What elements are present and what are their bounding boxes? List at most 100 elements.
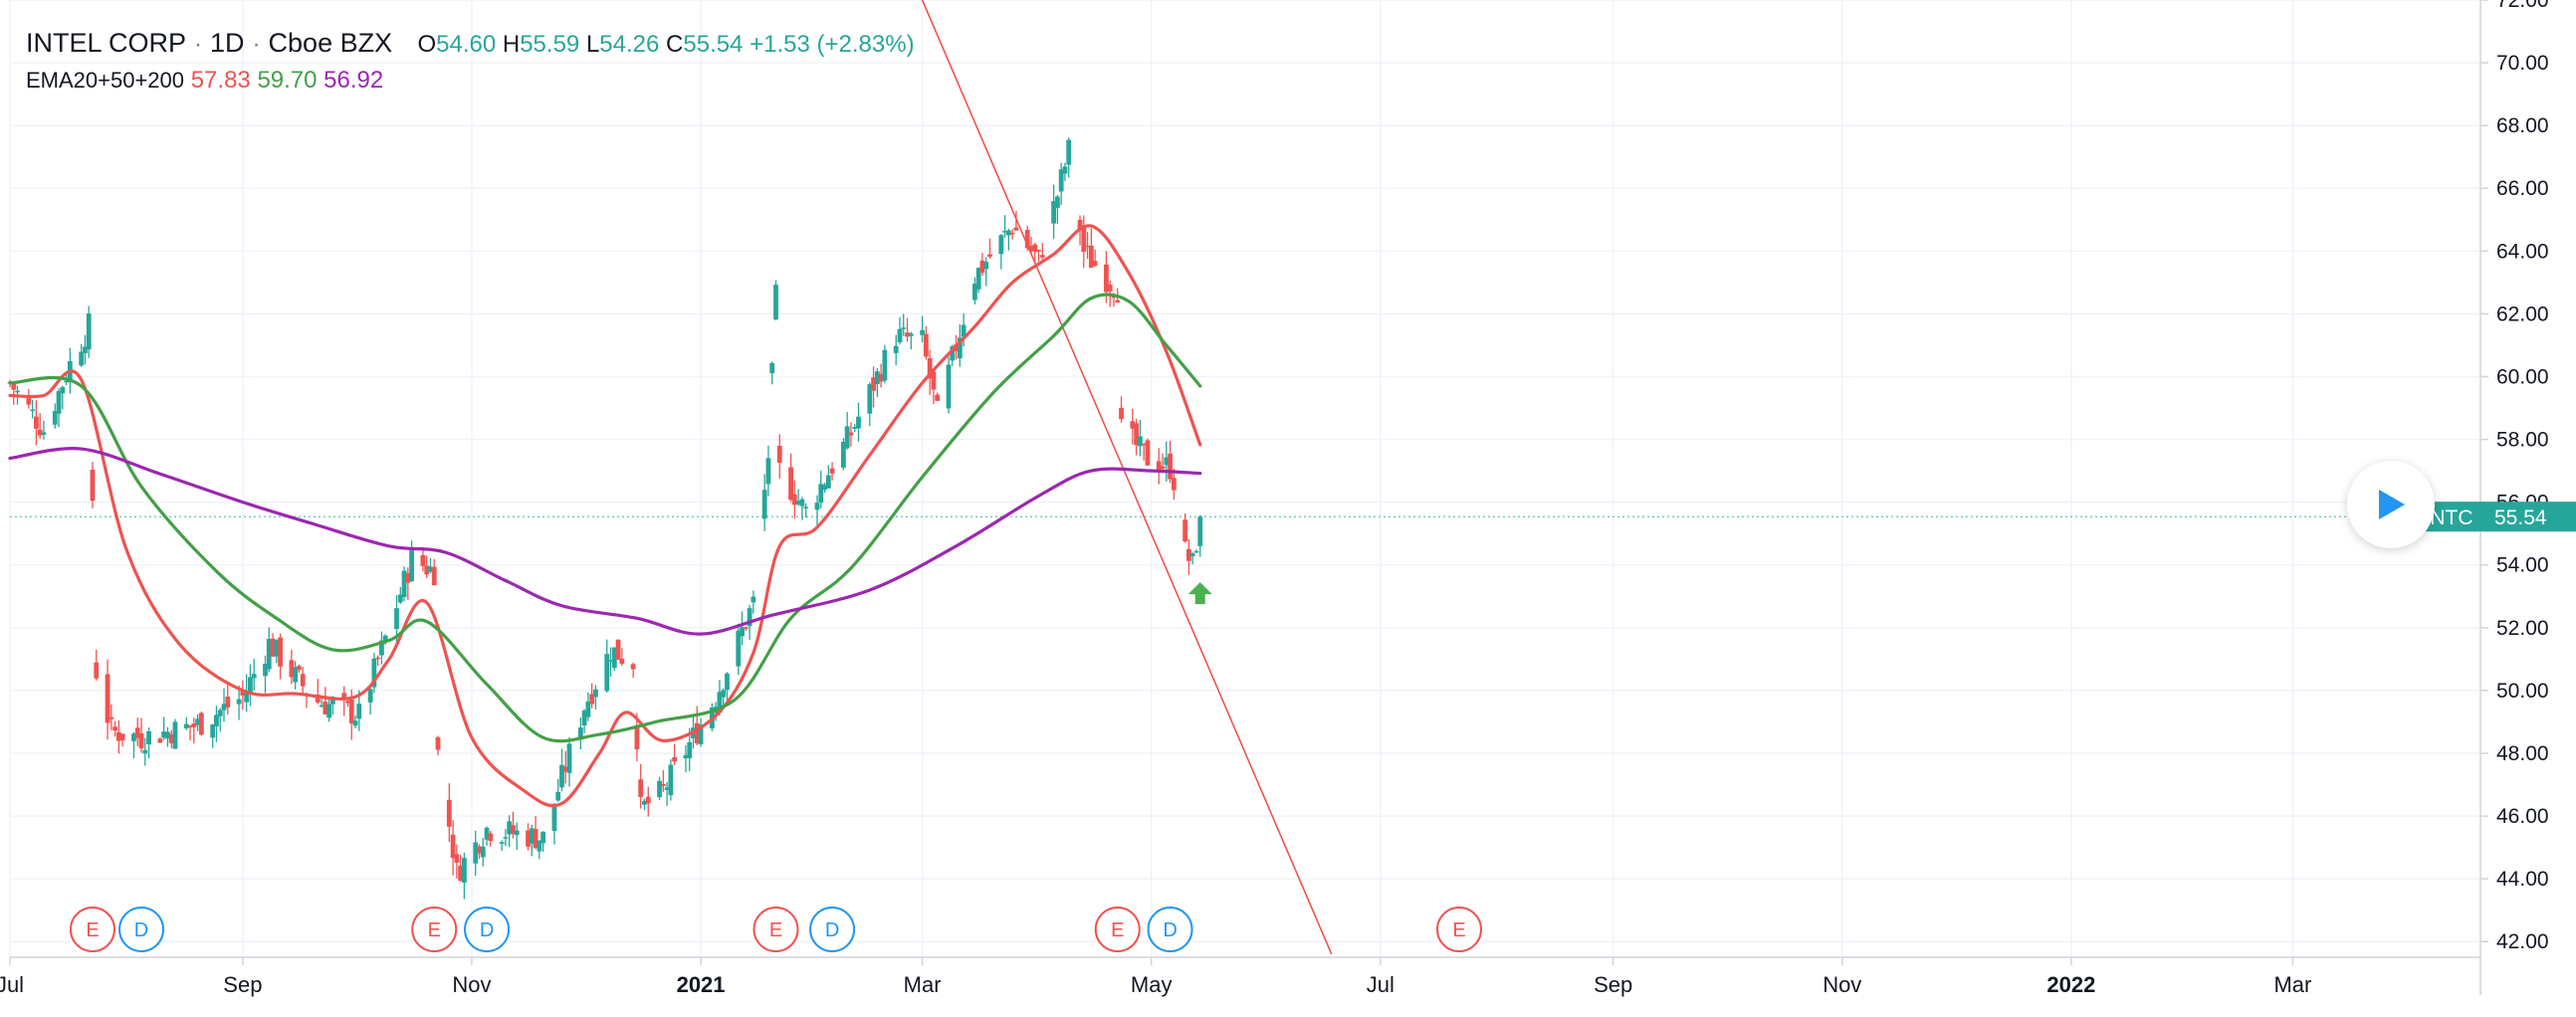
candle-body xyxy=(638,779,644,798)
candle-body xyxy=(450,834,456,859)
candle xyxy=(566,736,572,787)
candle-body xyxy=(975,268,981,290)
candle xyxy=(138,717,144,753)
candle-body xyxy=(1141,443,1147,446)
candle xyxy=(957,324,963,367)
candle xyxy=(172,718,178,749)
candle xyxy=(577,717,583,749)
candle-body xyxy=(168,733,174,743)
candle-body xyxy=(882,349,888,381)
dividend-event[interactable]: D xyxy=(464,907,511,952)
candle-body xyxy=(979,260,985,273)
ema50-value: 59.70 xyxy=(257,67,318,94)
candle xyxy=(878,363,884,388)
close-value: 55.54 xyxy=(683,31,744,58)
candle xyxy=(157,736,163,743)
ema-layer xyxy=(8,224,1202,808)
candle-body xyxy=(1062,166,1068,174)
candle xyxy=(814,495,820,525)
event-label: E xyxy=(1452,919,1465,941)
candle xyxy=(761,474,767,531)
candle xyxy=(923,325,929,360)
candle-body xyxy=(615,639,621,660)
open-value: 54.60 xyxy=(436,31,497,58)
candle-body xyxy=(41,432,47,435)
candle-body xyxy=(725,673,730,691)
candle xyxy=(593,685,598,710)
candle-body xyxy=(848,432,854,436)
candle-body xyxy=(138,733,144,748)
ema200-line xyxy=(8,447,1202,636)
dividend-event[interactable]: D xyxy=(118,907,165,952)
candle-body xyxy=(776,445,782,464)
ema200-value: 56.92 xyxy=(323,67,384,94)
candle xyxy=(420,546,426,572)
candle-body xyxy=(329,700,335,705)
candle xyxy=(882,344,888,384)
candle xyxy=(266,627,272,673)
candle xyxy=(848,422,854,447)
symbol-name[interactable]: INTEL CORP xyxy=(26,28,187,58)
interval-label[interactable]: 1D xyxy=(210,28,245,58)
x-tick-label: Jul xyxy=(0,972,24,997)
candle-body xyxy=(134,727,140,738)
candle-body xyxy=(94,662,100,679)
candle-body xyxy=(210,724,216,738)
candle xyxy=(1186,538,1191,575)
earnings-event[interactable]: E xyxy=(1436,907,1483,952)
candle-body xyxy=(645,796,651,804)
candle xyxy=(935,392,941,402)
candle xyxy=(1054,194,1060,224)
candle xyxy=(1171,468,1177,501)
candle xyxy=(664,781,670,806)
candle xyxy=(428,557,433,574)
candle xyxy=(773,280,778,321)
play-replay-button[interactable] xyxy=(2347,461,2435,548)
candle-body xyxy=(488,833,494,842)
candle xyxy=(507,815,513,848)
candle-body xyxy=(319,705,324,708)
candle-body xyxy=(533,829,538,849)
ema50-line xyxy=(8,293,1202,743)
candle-body xyxy=(961,324,966,337)
candle-body xyxy=(743,627,749,629)
candle xyxy=(352,714,358,728)
candle-body xyxy=(668,764,674,796)
candle xyxy=(615,639,621,661)
candle-body xyxy=(198,712,204,735)
candle xyxy=(1088,228,1094,269)
candle-body xyxy=(736,630,742,667)
candle xyxy=(356,690,362,731)
candle xyxy=(511,811,516,839)
earnings-event[interactable]: E xyxy=(752,907,799,952)
candle xyxy=(458,855,464,883)
change-value: +1.53 (+2.83%) xyxy=(750,31,915,58)
candle-body xyxy=(1189,553,1195,556)
candle xyxy=(134,717,140,746)
candles-layer xyxy=(7,137,1203,900)
candle xyxy=(751,590,756,614)
earnings-event[interactable]: E xyxy=(1094,907,1141,952)
event-label: E xyxy=(769,919,782,941)
candle-body xyxy=(477,846,482,854)
candle-body xyxy=(672,756,678,762)
candle-body xyxy=(526,830,531,847)
dividend-event[interactable]: D xyxy=(809,907,856,952)
candle xyxy=(297,664,302,674)
candle xyxy=(822,483,827,494)
earnings-event[interactable]: E xyxy=(411,907,458,952)
earnings-event[interactable]: E xyxy=(69,907,115,952)
ema-legend-row[interactable]: EMA20+50+200 57.83 59.70 56.92 xyxy=(26,62,915,100)
candle-body xyxy=(844,426,850,449)
dividend-event[interactable]: D xyxy=(1147,907,1193,952)
candle xyxy=(462,852,467,900)
candle-body xyxy=(394,608,399,630)
candle-body xyxy=(397,594,403,603)
candle-body xyxy=(431,566,437,586)
candle-body xyxy=(1088,245,1094,268)
candle-body xyxy=(657,780,662,798)
candle xyxy=(905,317,910,342)
candle xyxy=(769,361,775,385)
candle-body xyxy=(289,660,295,678)
